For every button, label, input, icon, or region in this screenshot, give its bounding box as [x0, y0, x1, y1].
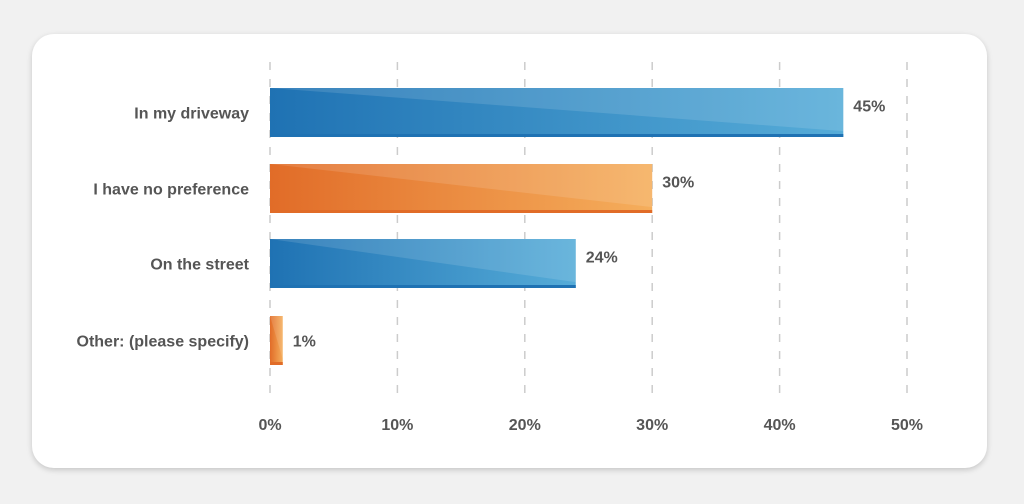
bar-sheen — [270, 316, 283, 360]
category-label: In my driveway — [134, 106, 249, 123]
category-label: I have no preference — [93, 182, 249, 199]
bar-edge — [270, 362, 283, 365]
category-label: Other: (please specify) — [77, 334, 250, 351]
bar — [270, 88, 844, 137]
category-label: On the street — [150, 257, 249, 274]
bar-edge — [270, 134, 844, 137]
bar-sheen — [270, 164, 653, 208]
x-tick-label: 50% — [891, 417, 923, 434]
bar-edge — [270, 210, 653, 213]
bar — [270, 164, 653, 213]
bar — [270, 239, 576, 288]
bar-edge — [270, 285, 576, 288]
labels: 0% 10% 20% 30% 40% 50% In my driveway 45% I have… — [77, 99, 924, 435]
x-tick-label: 30% — [636, 417, 668, 434]
bar — [270, 316, 283, 365]
x-tick-label: 40% — [764, 417, 796, 434]
x-tick-label: 10% — [381, 417, 413, 434]
x-tick-label: 20% — [509, 417, 541, 434]
value-label: 45% — [853, 99, 885, 116]
value-label: 30% — [662, 175, 694, 192]
x-tick-label: 0% — [258, 417, 281, 434]
bar-sheen — [270, 239, 576, 283]
value-label: 1% — [293, 334, 316, 351]
value-label: 24% — [586, 250, 618, 267]
bars — [270, 88, 844, 365]
bar-sheen — [270, 88, 844, 132]
